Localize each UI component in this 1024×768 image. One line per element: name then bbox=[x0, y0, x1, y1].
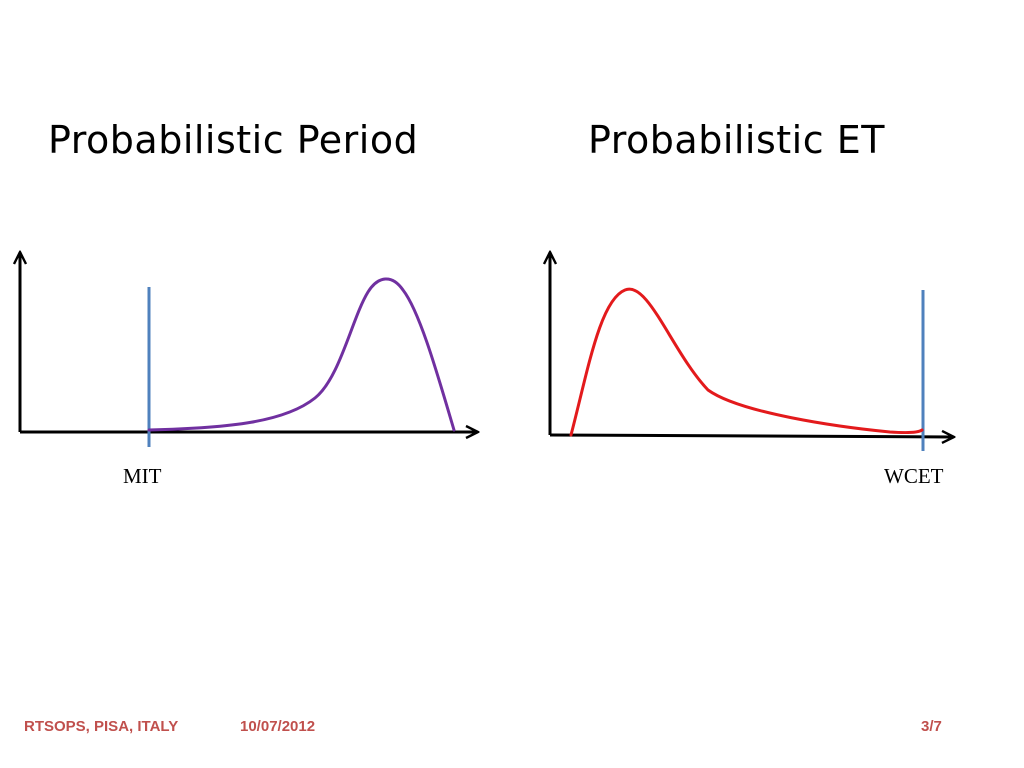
footer-venue: RTSOPS, PISA, ITALY bbox=[24, 718, 179, 735]
mit-label: MIT bbox=[123, 464, 162, 488]
et-x-axis bbox=[549, 435, 954, 437]
title-probabilistic-period: Probabilistic Period bbox=[48, 118, 419, 162]
page-number: 3/7 bbox=[921, 718, 942, 735]
wcet-label: WCET bbox=[884, 464, 944, 488]
footer-date: 10/07/2012 bbox=[240, 718, 316, 735]
period-diagram bbox=[20, 252, 478, 447]
title-probabilistic-et: Probabilistic ET bbox=[588, 118, 885, 162]
period-curve bbox=[147, 277, 456, 432]
et-curve bbox=[569, 287, 924, 437]
et-diagram bbox=[550, 252, 954, 451]
